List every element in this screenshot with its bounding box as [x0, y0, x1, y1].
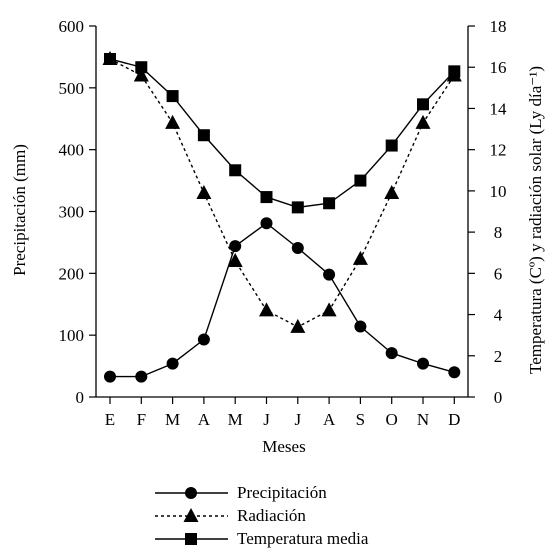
x-tick-label: J — [263, 410, 270, 429]
x-tick-label: S — [356, 410, 365, 429]
x-axis-title: Meses — [262, 437, 305, 456]
series-layer — [102, 50, 462, 383]
x-tick-label: E — [105, 410, 115, 429]
series-line-precipitaci-n — [110, 222, 455, 378]
x-tick-label: M — [228, 410, 243, 429]
legend-label-radiaci-n: Radiación — [237, 506, 306, 525]
y-axis-left-title: Precipitación (mm) — [10, 144, 29, 276]
x-tick-label: J — [294, 410, 301, 429]
y-right-tick-label: 16 — [490, 58, 507, 77]
x-tick-label: M — [165, 410, 180, 429]
data-point-radiaci-n — [321, 302, 337, 317]
data-point-temperatura-media — [417, 98, 429, 111]
data-point-temperatura-media — [104, 52, 116, 65]
data-point-radiaci-n — [259, 302, 274, 317]
x-tick-label: F — [137, 410, 146, 429]
data-point-precipitaci-n — [385, 347, 398, 360]
data-point-precipitaci-n — [197, 333, 210, 346]
y-left-tick-label: 100 — [59, 326, 85, 345]
data-point-precipitaci-n — [135, 370, 148, 383]
data-point-temperatura-media — [354, 174, 367, 187]
data-point-temperatura-media — [448, 65, 461, 78]
legend-label-precipitaci-n: Precipitación — [237, 483, 327, 502]
data-point-radiaci-n — [415, 114, 431, 129]
data-point-temperatura-media — [229, 164, 242, 177]
data-point-precipitaci-n — [260, 217, 273, 230]
data-point-radiaci-n — [133, 67, 149, 82]
data-point-temperatura-media — [385, 139, 398, 152]
y-right-tick-label: 8 — [494, 223, 503, 242]
x-tick-label: A — [198, 410, 211, 429]
y-right-tick-label: 10 — [490, 182, 507, 201]
y-left-tick-label: 300 — [59, 203, 85, 222]
y-right-tick-label: 6 — [494, 264, 503, 283]
data-point-temperatura-media — [135, 61, 148, 74]
data-point-temperatura-media — [260, 191, 273, 204]
y-left-tick-label: 400 — [59, 141, 85, 160]
y-right-tick-label: 0 — [494, 388, 503, 407]
data-point-radiaci-n — [227, 252, 243, 267]
x-tick-label: N — [417, 410, 429, 429]
data-point-temperatura-media — [197, 129, 210, 142]
data-point-radiaci-n — [384, 184, 400, 199]
y-left-tick-label: 500 — [59, 79, 85, 98]
data-point-precipitaci-n — [229, 240, 242, 253]
series-line-temperatura-media — [109, 58, 455, 209]
data-point-radiaci-n — [165, 114, 181, 129]
data-point-precipitaci-n — [354, 320, 367, 333]
y-right-tick-label: 12 — [490, 141, 507, 160]
data-point-precipitaci-n — [448, 366, 461, 379]
x-tick-label: D — [448, 410, 460, 429]
legend-marker-precipitaci-n — [185, 487, 197, 499]
data-point-temperatura-media — [291, 201, 304, 214]
y-right-tick-label: 14 — [490, 99, 508, 118]
y-axis-right-title: Temperatura (Cº) y radiación solar (Ly d… — [526, 66, 545, 374]
y-right-tick-label: 18 — [490, 17, 507, 36]
legend-label-temperatura-media: Temperatura media — [237, 529, 369, 548]
y-right-tick-label: 2 — [494, 347, 503, 366]
data-point-precipitaci-n — [323, 268, 336, 281]
legend-marker-radiaci-n — [183, 508, 199, 522]
y-left-tick-label: 200 — [59, 264, 85, 283]
data-point-precipitaci-n — [291, 241, 304, 254]
y-left-tick-label: 0 — [76, 388, 85, 407]
data-point-radiaci-n — [196, 184, 212, 199]
data-point-precipitaci-n — [417, 357, 429, 370]
x-tick-label: O — [386, 410, 398, 429]
data-point-radiaci-n — [352, 250, 368, 265]
legend-marker-temperatura-media — [185, 533, 197, 545]
y-right-tick-label: 4 — [494, 306, 503, 325]
x-tick-label: A — [323, 410, 336, 429]
data-point-radiaci-n — [290, 318, 306, 333]
data-point-precipitaci-n — [104, 370, 116, 383]
data-point-precipitaci-n — [166, 357, 179, 370]
legend: Precipitación Radiación Temperatura media — [155, 483, 369, 548]
data-point-temperatura-media — [166, 90, 179, 103]
data-point-temperatura-media — [323, 197, 336, 210]
y-left-tick-label: 600 — [59, 17, 85, 36]
series-line-radiaci-n — [109, 58, 455, 328]
